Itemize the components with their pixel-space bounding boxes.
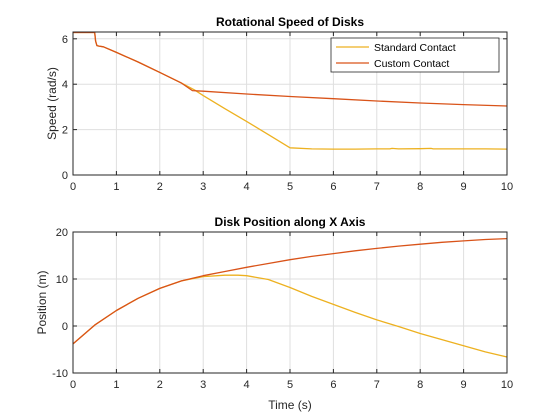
series-line-custom-contact [72, 237, 508, 345]
y-tick-label: 10 [56, 274, 68, 286]
x-tick-label: 2 [157, 379, 163, 391]
x-tick-label: 4 [244, 181, 250, 193]
x-tick-label: 5 [287, 181, 293, 193]
chart-title: Rotational Speed of Disks [216, 15, 364, 29]
series-layer [73, 31, 508, 150]
y-tick-label: 2 [62, 125, 68, 137]
y-tick-label: 0 [62, 170, 68, 182]
ticks: 0 1 2 3 4 5 6 7 8 9 10 0 2 4 6 [62, 32, 513, 193]
x-tick-label: 6 [330, 181, 336, 193]
x-tick-label: 8 [417, 379, 423, 391]
x-tick-label: 5 [287, 379, 293, 391]
y-tick-label: 4 [62, 79, 68, 91]
x-tick-label: 8 [417, 181, 423, 193]
y-tick-label: 6 [62, 34, 68, 46]
x-tick-label: 0 [70, 181, 76, 193]
y-tick-label: 0 [62, 321, 68, 333]
legend-label-standard: Standard Contact [374, 42, 456, 54]
x-tick-label: 10 [501, 379, 513, 391]
x-tick-label: 7 [374, 181, 380, 193]
speed-plot: 0 1 2 3 4 5 6 7 8 9 10 0 2 4 6 Rotational Speed of Dis… [45, 15, 513, 193]
series-layer [72, 237, 508, 358]
legend-box [330, 37, 500, 73]
x-tick-label: 9 [461, 181, 467, 193]
x-tick-label: 3 [200, 181, 206, 193]
y-axis-label: Position (m) [35, 270, 49, 334]
y-tick-label: -10 [52, 368, 68, 380]
chart-title: Disk Position along X Axis [215, 215, 366, 229]
x-tick-label: 6 [330, 379, 336, 391]
x-axis-label: Time (s) [268, 398, 312, 412]
series-line-custom-contact [73, 31, 508, 107]
x-tick-label: 10 [501, 181, 513, 193]
y-tick-label: 20 [56, 227, 68, 239]
x-tick-label: 9 [461, 379, 467, 391]
legend-label-custom: Custom Contact [374, 58, 449, 70]
legend: Standard Contact Custom Contact [330, 37, 500, 73]
x-tick-label: 1 [113, 181, 119, 193]
x-tick-label: 1 [113, 379, 119, 391]
x-tick-label: 7 [374, 379, 380, 391]
y-axis-label: Speed (rad/s) [45, 67, 59, 140]
x-tick-label: 4 [244, 379, 250, 391]
x-tick-label: 2 [157, 181, 163, 193]
x-tick-label: 3 [200, 379, 206, 391]
x-tick-label: 0 [70, 379, 76, 391]
